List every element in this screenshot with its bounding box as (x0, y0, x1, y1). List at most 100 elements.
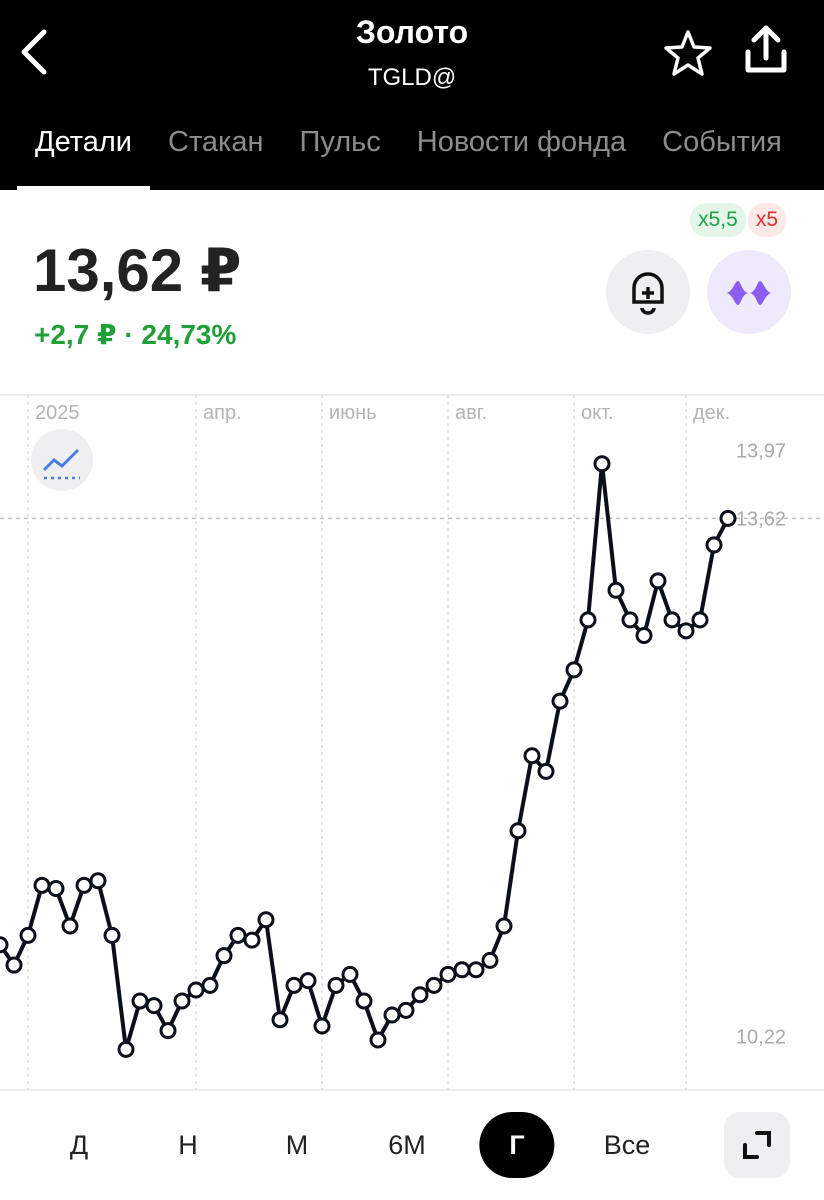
ticker: TGLD@ (367, 64, 457, 91)
data-point (131, 992, 149, 1010)
data-point (19, 926, 37, 944)
leverage-badge: x5 (747, 203, 786, 237)
data-point (117, 1040, 135, 1058)
x-tick-label: авг. (455, 402, 487, 424)
data-point (411, 986, 429, 1004)
data-point (439, 965, 457, 983)
header-icons (21, 25, 787, 76)
data-point (47, 880, 65, 898)
data-point (551, 692, 569, 710)
data-point (341, 965, 359, 983)
favorite-button[interactable] (664, 30, 712, 76)
x-tick-label: дек. (693, 402, 730, 424)
price: 13,62 ₽ (33, 237, 242, 304)
data-point (159, 1022, 177, 1040)
ai-icon (727, 281, 771, 305)
data-point (467, 961, 485, 979)
grid: 2025 апр. июнь авг. окт. дек. 13,97 10,22 13,62 (0, 395, 824, 1090)
badges: x5,5 x5 (690, 203, 786, 237)
leverage-badge: x5,5 (690, 203, 746, 237)
period-button[interactable]: Д (69, 1130, 89, 1160)
data-point (509, 822, 527, 840)
tab[interactable]: События (662, 126, 782, 158)
data-point (103, 926, 121, 944)
back-button[interactable] (21, 29, 47, 75)
data-point (719, 509, 737, 527)
data-point (257, 911, 275, 929)
data-point (705, 536, 723, 554)
period-button[interactable]: М (285, 1130, 309, 1160)
share-button[interactable] (745, 25, 787, 73)
data-point (229, 926, 247, 944)
price-change: +2,7 ₽ · 24,73% (34, 319, 237, 350)
title: Золото (355, 14, 469, 50)
data-point (299, 972, 317, 990)
data-point (369, 1031, 387, 1049)
data-point (5, 956, 23, 974)
data-point (187, 981, 205, 999)
data-point (313, 1017, 331, 1035)
data-point (397, 1001, 415, 1019)
period-button[interactable]: Н (178, 1130, 198, 1160)
ai-button[interactable] (707, 250, 791, 334)
data-point (145, 997, 163, 1015)
fullscreen-button[interactable] (724, 1112, 790, 1178)
period-button[interactable]: Г (479, 1112, 555, 1178)
bell-icon (632, 272, 664, 315)
data-point (481, 951, 499, 969)
data-point (75, 876, 93, 894)
data-point (621, 611, 639, 629)
data-point (271, 1011, 289, 1029)
period-button[interactable]: 6М (388, 1130, 426, 1160)
data-point (201, 976, 219, 994)
tab[interactable]: Стакан (168, 126, 264, 158)
period-button[interactable]: Все (603, 1130, 651, 1160)
data-point (579, 611, 597, 629)
data-point (89, 872, 107, 890)
data-point (607, 581, 625, 599)
data-point (523, 747, 541, 765)
data-point (593, 455, 611, 473)
data-point (453, 961, 471, 979)
plot (0, 455, 737, 1058)
data-point (173, 992, 191, 1010)
data-point (691, 611, 709, 629)
fullscreen-icon (743, 1131, 771, 1159)
data-point (663, 611, 681, 629)
data-point (215, 947, 233, 965)
indicator-button[interactable] (31, 429, 93, 491)
y-tick-label: 10,22 (736, 1026, 786, 1048)
data-point (425, 976, 443, 994)
data-point (61, 917, 79, 935)
data-point (495, 917, 513, 935)
current-value-label: 13,62 (736, 508, 786, 530)
tab[interactable]: Детали (17, 126, 151, 190)
data-point (635, 627, 653, 645)
tab[interactable]: Новости фонда (416, 126, 627, 158)
top-bar: Золото TGLD@ Детали Стакан Пульс Новости фо… (0, 0, 824, 190)
x-tick-label: апр. (203, 402, 242, 424)
tab[interactable]: Пульс (299, 126, 381, 158)
data-point (383, 1006, 401, 1024)
indicator-icon (42, 448, 80, 472)
data-point (0, 936, 9, 954)
x-tick-label: июнь (329, 402, 377, 424)
data-point (537, 762, 555, 780)
data-point (33, 876, 51, 894)
y-tick-label: 13,97 (736, 441, 786, 463)
data-point (355, 992, 373, 1010)
period-selector: Д Н М 6М Г Все (0, 1112, 700, 1178)
price-line (0, 461, 730, 1052)
data-point (649, 572, 667, 590)
data-point (565, 661, 583, 679)
tabs: Детали Стакан Пульс Новости фонда События (17, 126, 800, 190)
data-point (327, 976, 345, 994)
x-tick-label: 2025 (35, 402, 80, 424)
data-point (677, 622, 695, 640)
data-point (285, 976, 303, 994)
data-point (243, 931, 261, 949)
x-tick-label: окт. (581, 402, 614, 424)
